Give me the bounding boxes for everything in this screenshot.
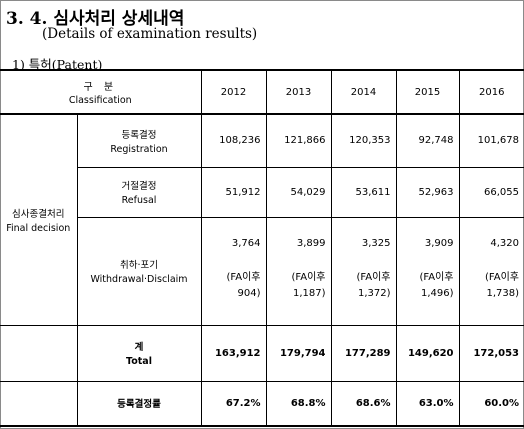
withdrawal-value-cell: 3,764 (FA이후 904): [200, 216, 267, 326]
refusal-label-en: Refusal: [121, 195, 157, 206]
registration-rate-label: 등록결정률: [76, 380, 202, 427]
withdrawal-value: 4,320: [490, 237, 520, 249]
total-label-ko: 계: [134, 342, 144, 353]
total-value: 149,620: [395, 324, 460, 382]
withdrawal-fa-note: (FA이후 904): [227, 270, 261, 302]
blank-cell: [0, 324, 78, 382]
withdrawal-value-cell: 3,899 (FA이후 1,187): [265, 216, 332, 326]
withdrawal-fa-note: (FA이후 1,187): [292, 270, 326, 302]
final-decision-group-cell: 심사종결처리 Final decision: [0, 113, 78, 326]
fa-prefix: (FA이후: [419, 271, 454, 283]
page-subtitle: (Details of examination results): [42, 26, 258, 42]
registration-rate-value: 67.2%: [200, 380, 267, 427]
total-value: 163,912: [200, 324, 267, 382]
total-label-en: Total: [126, 356, 152, 367]
blank-cell: [0, 380, 78, 427]
examination-results-table: 구 분 Classification 2012 2013 2014 2015 2…: [0, 69, 524, 427]
total-value: 172,053: [458, 324, 524, 382]
fa-value: 1,372): [357, 287, 391, 299]
table-row-registration-rate: 등록결정률 67.2% 68.8% 68.6% 63.0% 60.0%: [0, 380, 524, 427]
year-header: 2015: [395, 69, 460, 115]
refusal-value: 53,611: [330, 166, 397, 218]
refusal-value: 54,029: [265, 166, 332, 218]
registration-value: 108,236: [200, 113, 267, 168]
fa-prefix: (FA이후: [356, 271, 391, 283]
registration-label-ko: 등록결정: [121, 129, 157, 141]
total-value: 177,289: [330, 324, 397, 382]
fa-prefix: (FA이후: [226, 271, 261, 283]
classification-header-en: Classification: [68, 95, 132, 106]
year-header: 2013: [265, 69, 332, 115]
year-header: 2012: [200, 69, 267, 115]
withdrawal-fa-note: (FA이후 1,372): [357, 270, 391, 302]
withdrawal-value: 3,899: [296, 237, 326, 249]
withdrawal-value-cell: 4,320 (FA이후 1,738): [458, 216, 524, 326]
registration-rate-value: 68.6%: [330, 380, 397, 427]
withdrawal-value: 3,764: [231, 237, 261, 249]
fa-value: 1,187): [292, 287, 326, 299]
withdrawal-label-cell: 취하·포기 Withdrawal·Disclaim: [76, 216, 202, 326]
total-value: 179,794: [265, 324, 332, 382]
page-title: 3. 4. 심사처리 상세내역: [6, 9, 185, 29]
classification-header: 구 분 Classification: [0, 69, 202, 115]
table-row-registration: 심사종결처리 Final decision 등록결정 Registration …: [0, 113, 524, 326]
withdrawal-value-cell: 3,325 (FA이후 1,372): [330, 216, 397, 326]
registration-value: 92,748: [395, 113, 460, 168]
total-label-cell: 계 Total: [76, 324, 202, 382]
registration-value: 120,353: [330, 113, 397, 168]
withdrawal-label-en: Withdrawal·Disclaim: [90, 274, 188, 285]
registration-label-cell: 등록결정 Registration: [76, 113, 202, 168]
fa-prefix: (FA이후: [485, 271, 520, 283]
section-heading: 1) 특허(Patent): [12, 57, 103, 72]
registration-value: 101,678: [458, 113, 524, 168]
registration-rate-value: 60.0%: [458, 380, 524, 427]
fa-prefix: (FA이후: [291, 271, 326, 283]
table-row-withdrawal: 취하·포기 Withdrawal·Disclaim 3,764 (FA이후 904…: [0, 216, 524, 326]
withdrawal-label-ko: 취하·포기: [120, 260, 158, 271]
refusal-label-ko: 거절결정: [121, 181, 157, 192]
registration-value: 121,866: [265, 113, 332, 168]
fa-value: 904): [237, 287, 261, 299]
header-row: 구 분 Classification 2012 2013 2014 2015 2…: [0, 69, 524, 115]
refusal-value: 52,963: [395, 166, 460, 218]
fa-value: 1,496): [420, 287, 454, 299]
refusal-label-cell: 거절결정 Refusal: [76, 166, 202, 218]
registration-label-en: Registration: [110, 143, 168, 155]
withdrawal-value: 3,325: [361, 237, 391, 249]
refusal-value: 51,912: [200, 166, 267, 218]
final-decision-label-ko: 심사종결처리: [12, 208, 65, 220]
withdrawal-fa-note: (FA이후 1,496): [420, 270, 454, 302]
final-decision-label-en: Final decision: [6, 222, 71, 234]
withdrawal-value: 3,909: [424, 237, 454, 249]
year-header: 2014: [330, 69, 397, 115]
year-header: 2016: [458, 69, 524, 115]
fa-value: 1,738): [486, 287, 520, 299]
withdrawal-value-cell: 3,909 (FA이후 1,496): [395, 216, 460, 326]
refusal-value: 66,055: [458, 166, 524, 218]
registration-rate-value: 68.8%: [265, 380, 332, 427]
table-row-total: 계 Total 163,912 179,794 177,289 149,620 …: [0, 324, 524, 382]
classification-header-ko: 구 분: [83, 82, 118, 93]
registration-rate-value: 63.0%: [395, 380, 460, 427]
table-row-refusal: 거절결정 Refusal 51,912 54,029 53,611 52,963…: [0, 166, 524, 218]
withdrawal-fa-note: (FA이후 1,738): [485, 270, 519, 302]
